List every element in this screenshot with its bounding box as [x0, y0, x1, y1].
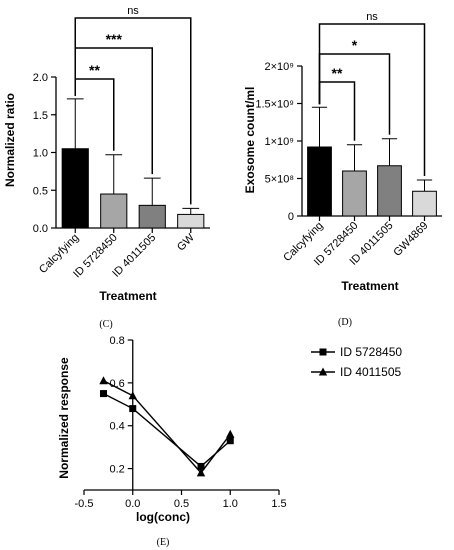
bar [100, 193, 128, 229]
legend-marker [319, 348, 327, 356]
chart-e-y-axis-label: Normalized response [57, 357, 71, 479]
data-point-marker [129, 405, 137, 413]
bar [412, 190, 437, 217]
chart-d-error-bars [311, 106, 433, 192]
y-tick-label: 0.4 [109, 421, 124, 433]
y-tick-label: 0.6 [109, 378, 124, 390]
chart-d-x-axis-label: Treatment [341, 279, 398, 293]
chart-d-significance-brackets: ***ns [318, 11, 426, 176]
data-point-marker [196, 468, 206, 477]
chart-c-y-axis-label: Normalized ratio [3, 93, 17, 187]
x-tick-label: GW [175, 231, 197, 253]
y-tick-label: 2.0 [33, 72, 48, 84]
bar [377, 165, 402, 217]
chart-e-series-lines [103, 380, 231, 474]
significance-bracket [74, 17, 192, 205]
chart-c-x-axis-label: Treatment [99, 289, 156, 303]
x-tick-label: GW4869 [391, 220, 430, 259]
chart-e-dose-response: 0.2 0.4 0.6 0.8 -0.5 0.0 0.5 1.0 1.5 Normalized… [57, 335, 402, 548]
chart-d-y-ticks: 0 5×10⁸ 1×10⁹ 1.5×10⁹ 2×10⁹ [255, 61, 302, 223]
x-tick-label: -0.5 [75, 498, 94, 510]
chart-d-bars [307, 146, 437, 217]
chart-e-y-ticks: 0.2 0.4 0.6 0.8 [109, 335, 133, 476]
legend-label: ID 4011505 [340, 365, 401, 379]
chart-e-x-axis-label: log(conc) [136, 510, 190, 524]
chart-e-legend: ID 5728450 ID 4011505 [311, 345, 402, 379]
bar [307, 146, 332, 217]
legend-label: ID 5728450 [340, 345, 402, 359]
x-tick-label: 1.5 [271, 498, 286, 510]
data-point-marker [197, 462, 205, 470]
significance-label: ns [127, 5, 139, 17]
chart-e-markers [99, 376, 235, 477]
data-point-marker [99, 376, 108, 385]
chart-c-bars [61, 148, 205, 229]
x-tick-label: 1.0 [223, 498, 238, 510]
bar [177, 213, 205, 229]
bar [61, 148, 89, 229]
y-tick-label: 2×10⁹ [265, 61, 295, 73]
y-tick-label: 0.2 [109, 464, 124, 476]
data-point-marker [226, 437, 234, 445]
significance-bracket [74, 78, 115, 151]
y-tick-label: 5×10⁸ [265, 174, 294, 186]
chart-d-y-axis-label: Exosome count/ml [243, 87, 257, 194]
significance-label: ** [89, 62, 100, 78]
series-line [103, 380, 231, 474]
data-point-marker [128, 391, 137, 400]
panel-label-d: (D) [338, 317, 352, 328]
significance-label: ns [366, 11, 378, 23]
significance-label: * [352, 37, 358, 53]
chart-c-y-ticks: 0.0 0.5 1.0 1.5 2.0 [33, 72, 56, 235]
chart-c-error-bars [66, 98, 200, 215]
x-tick-label: 0.5 [174, 498, 189, 510]
y-tick-label: 0.5 [33, 185, 48, 197]
data-point-marker [100, 390, 107, 398]
y-tick-label: 1.0 [33, 148, 48, 160]
y-tick-label: 0 [288, 211, 294, 223]
panel-label-e: (E) [157, 537, 170, 548]
panel-label-c: (C) [99, 319, 112, 330]
significance-bracket [318, 81, 356, 141]
bar [138, 204, 166, 229]
significance-label: ** [332, 65, 343, 81]
significance-label: *** [106, 31, 123, 47]
y-tick-label: 1×10⁹ [265, 136, 295, 148]
bar [342, 170, 367, 217]
y-tick-label: 1.5 [33, 110, 48, 122]
y-tick-label: 0.0 [33, 223, 48, 235]
legend-marker [318, 367, 328, 376]
chart-e-x-ticks: -0.5 0.0 0.5 1.0 1.5 [75, 490, 287, 510]
y-tick-label: 1.5×10⁹ [255, 99, 294, 111]
data-point-marker [226, 429, 235, 438]
chart-c-significance-brackets: *****ns [74, 5, 192, 205]
significance-bracket [318, 23, 426, 176]
x-tick-label: 0.0 [125, 498, 140, 510]
y-tick-label: 0.8 [109, 335, 124, 347]
